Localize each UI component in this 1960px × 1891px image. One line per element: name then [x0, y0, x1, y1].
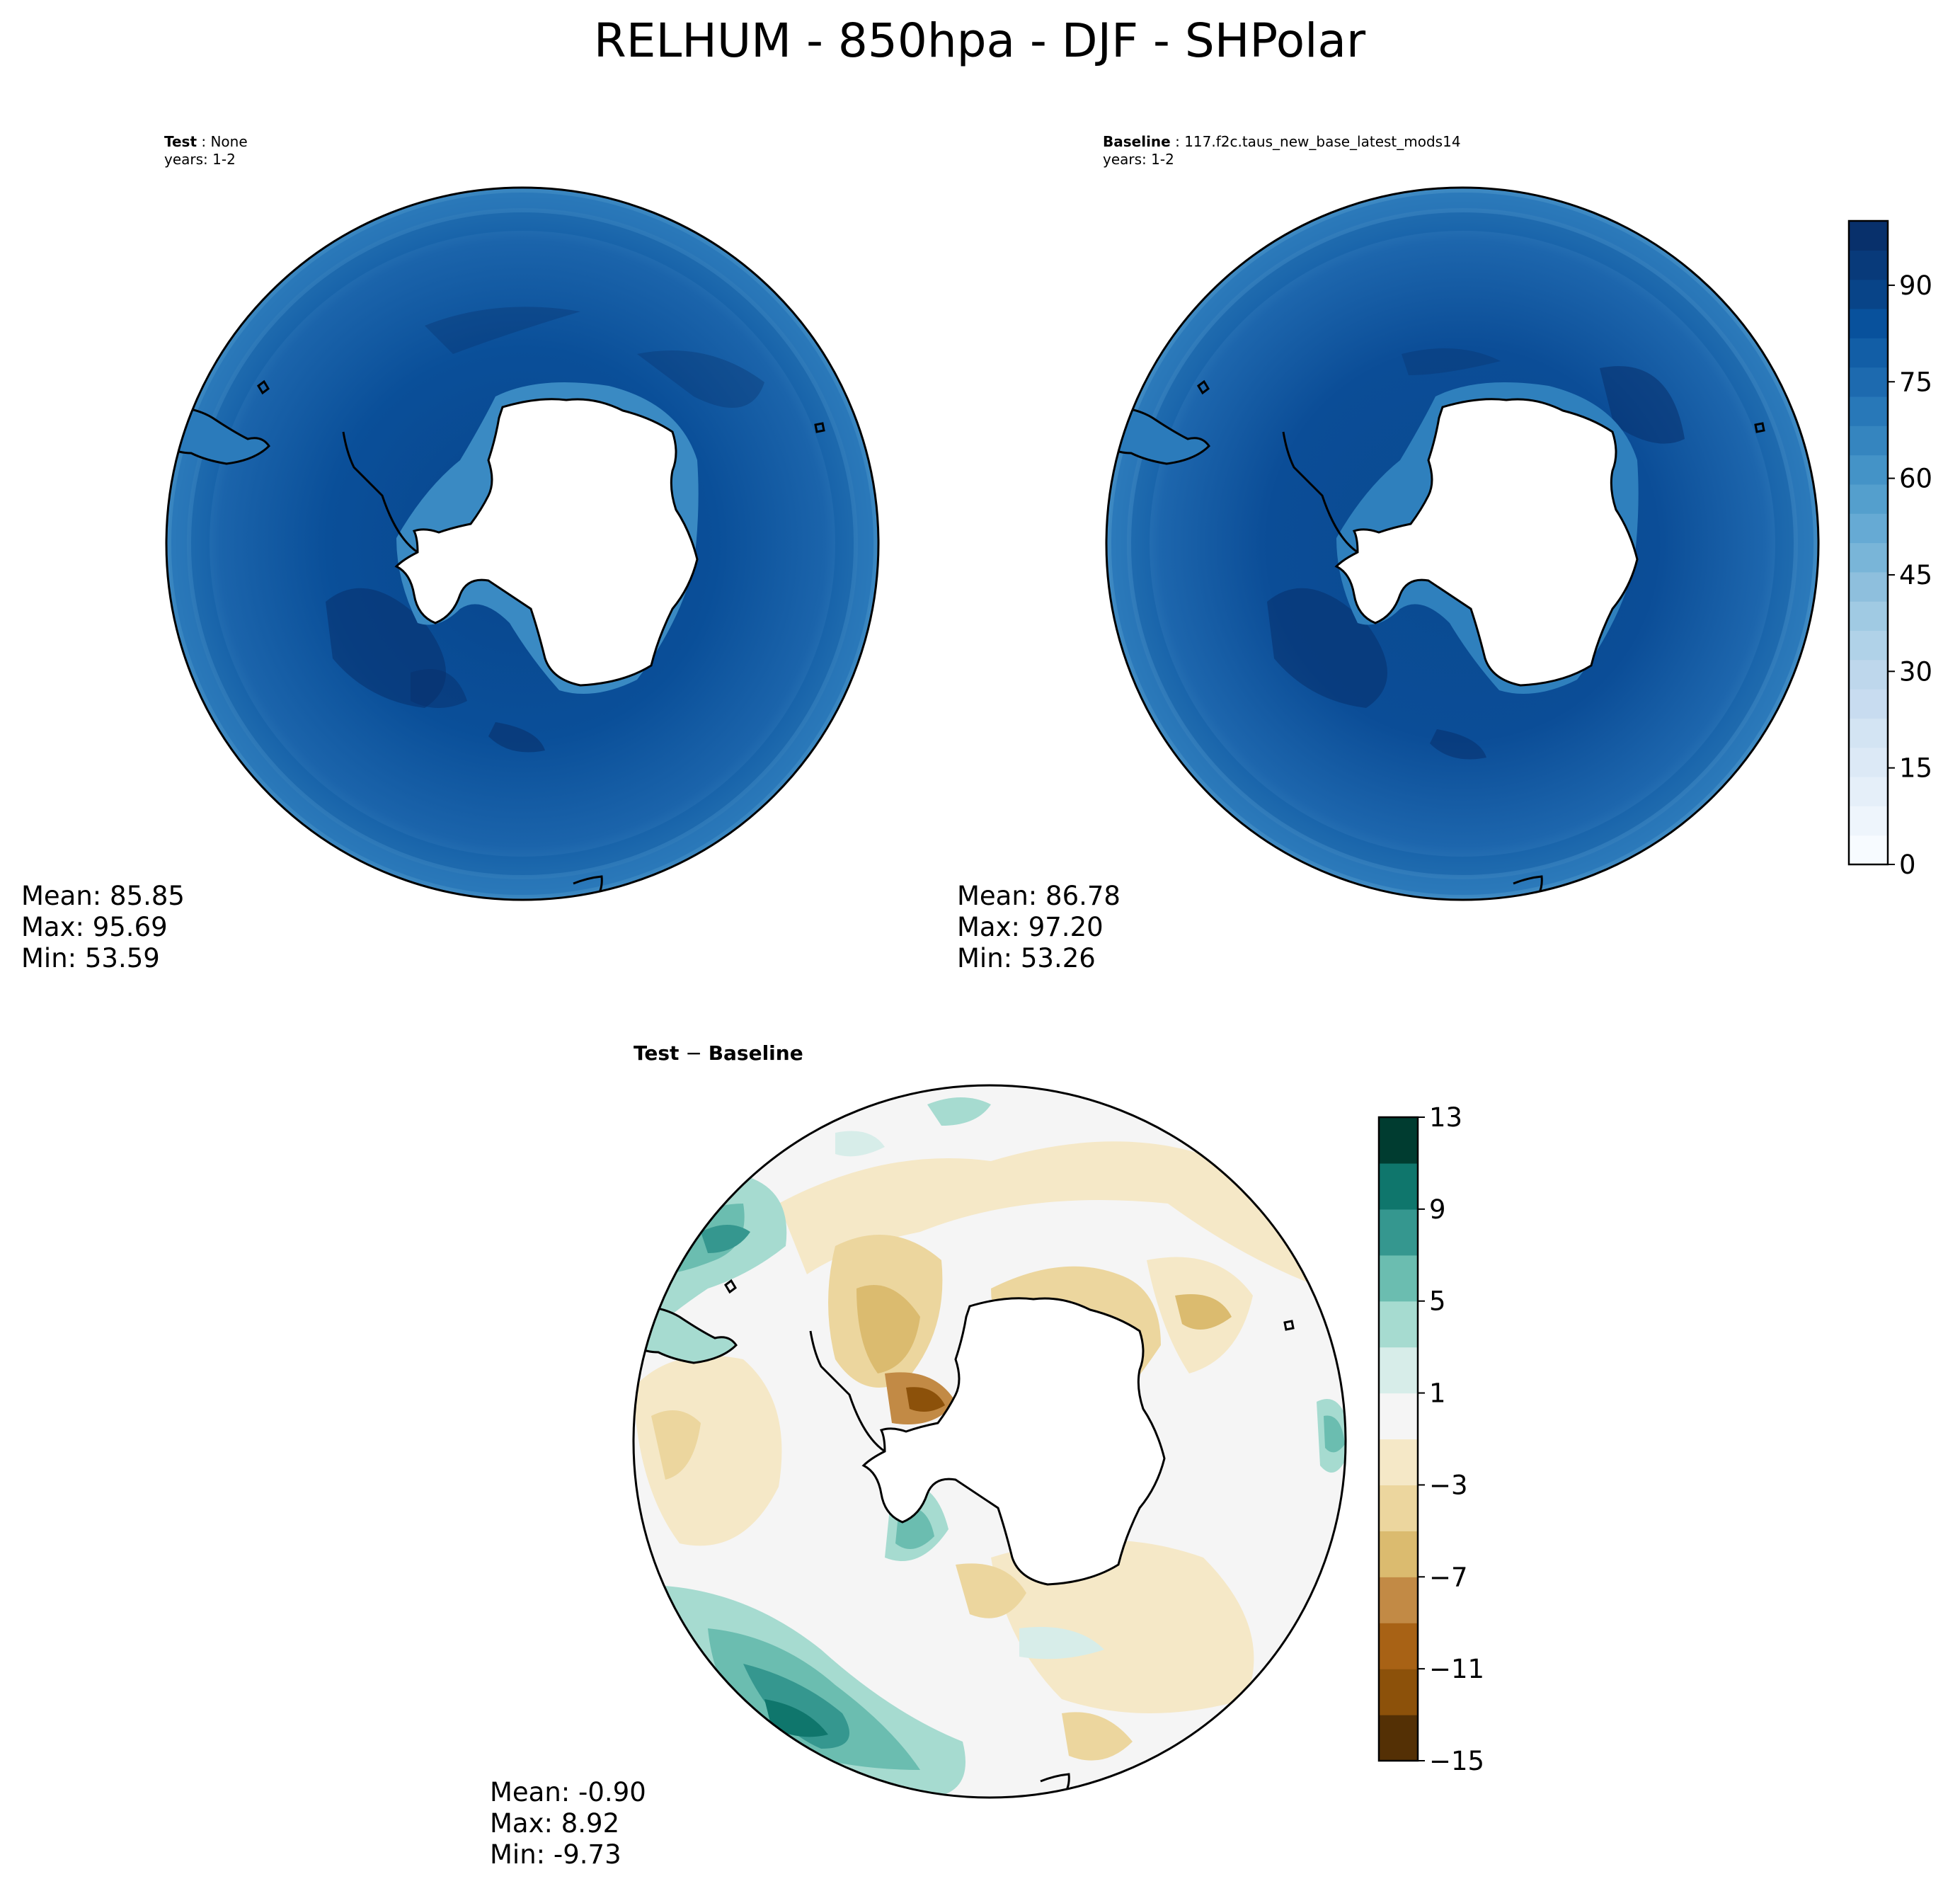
- test-stat-min: Min: 53.59: [21, 943, 160, 973]
- difference-colorbar-segment: [1379, 1531, 1418, 1577]
- main-colorbar-segment: [1849, 835, 1888, 865]
- difference-colorbar-segment: [1379, 1439, 1418, 1486]
- difference-colorbar-segment: [1379, 1669, 1418, 1715]
- figure-title: RELHUM - 850hpa - DJF - SHPolar: [594, 13, 1366, 68]
- difference-colorbar-tick-label: −7: [1429, 1562, 1468, 1592]
- main-colorbar-segment: [1849, 806, 1888, 836]
- main-colorbar-frame: [1847, 219, 1889, 866]
- main-colorbar-segment: [1849, 747, 1888, 777]
- difference-colorbar-tick-label: 13: [1429, 1102, 1462, 1133]
- difference-colorbar-tick-label: −15: [1429, 1746, 1484, 1776]
- difference-colorbar: 13 9 5 1 −3 −7 −11 −15: [1377, 1102, 1484, 1776]
- test-panel: Test : None years: 1-2: [21, 133, 880, 973]
- main-colorbar-segment: [1849, 338, 1888, 368]
- baseline-map-border: [1105, 186, 1820, 901]
- baseline-stat-min: Min: 53.26: [957, 943, 1096, 973]
- baseline-panel-years: years: 1-2: [1103, 151, 1174, 168]
- difference-colorbar-tick-label: −3: [1429, 1470, 1468, 1500]
- difference-antarctica-land: [861, 1297, 1166, 1586]
- main-colorbar-segment: [1849, 396, 1888, 426]
- difference-map-border: [632, 1084, 1347, 1799]
- test-map: [166, 188, 878, 900]
- difference-colorbar-tick-label: −11: [1429, 1654, 1484, 1684]
- main-colorbar-segment: [1849, 689, 1888, 719]
- main-colorbar-tick-label: 45: [1899, 560, 1932, 590]
- main-colorbar-tick-label: 15: [1899, 753, 1932, 784]
- main-colorbar-tick-label: 75: [1899, 367, 1932, 397]
- main-colorbar-tick-label: 90: [1899, 270, 1932, 301]
- main-colorbar-tick-label: 0: [1899, 850, 1916, 880]
- test-stat-max: Max: 95.69: [21, 912, 168, 942]
- main-colorbar-segment: [1849, 250, 1888, 280]
- main-colorbar-segment: [1849, 571, 1888, 602]
- main-colorbar-segment: [1849, 659, 1888, 690]
- main-colorbar-segment: [1849, 308, 1888, 338]
- difference-colorbar-tick-label: 5: [1429, 1286, 1446, 1317]
- main-colorbar-segment: [1849, 718, 1888, 748]
- difference-stat-min: Min: -9.73: [490, 1839, 621, 1870]
- main-colorbar-segment: [1849, 601, 1888, 632]
- difference-colorbar-segment: [1379, 1162, 1418, 1210]
- difference-colorbar-segment: [1379, 1623, 1418, 1669]
- difference-stat-max: Max: 8.92: [490, 1808, 619, 1839]
- main-colorbar-segment: [1849, 367, 1888, 397]
- main-colorbar-segment: [1849, 513, 1888, 544]
- test-panel-label: Test : None: [164, 133, 248, 150]
- difference-colorbar-segment: [1379, 1347, 1418, 1394]
- baseline-stat-max: Max: 97.20: [957, 912, 1104, 942]
- difference-colorbar-tick-label: 9: [1429, 1194, 1446, 1225]
- baseline-panel-label: Baseline : 117.f2c.taus_new_base_latest_…: [1103, 133, 1461, 150]
- difference-colorbar-segment: [1379, 1485, 1418, 1531]
- baseline-panel: Baseline : 117.f2c.taus_new_base_latest_…: [957, 133, 1820, 973]
- difference-colorbar-segment: [1379, 1393, 1418, 1440]
- difference-colorbar-frame: [1377, 1116, 1419, 1762]
- difference-colorbar-segment: [1379, 1301, 1418, 1348]
- main-colorbar-segment: [1849, 630, 1888, 661]
- test-panel-years: years: 1-2: [164, 151, 236, 168]
- main-colorbar-segment: [1849, 279, 1888, 309]
- difference-map: [634, 1085, 1346, 1798]
- test-map-border: [165, 186, 880, 901]
- main-colorbar-segment: [1849, 777, 1888, 806]
- difference-colorbar-tick-label: 1: [1429, 1378, 1446, 1409]
- test-stat-mean: Mean: 85.85: [21, 881, 185, 911]
- main-colorbar-segment: [1849, 455, 1888, 485]
- main-colorbar-segment: [1849, 425, 1888, 456]
- difference-colorbar-segment: [1379, 1117, 1418, 1164]
- baseline-antarctica-land: [1334, 398, 1639, 687]
- main-colorbar-tick-label: 30: [1899, 656, 1932, 687]
- main-colorbar-segment: [1849, 542, 1888, 573]
- difference-panel-label: Test − Baseline: [634, 1041, 803, 1065]
- difference-colorbar-segment: [1379, 1255, 1418, 1302]
- difference-stat-mean: Mean: -0.90: [490, 1777, 646, 1807]
- difference-colorbar-segment: [1379, 1577, 1418, 1623]
- main-colorbar-tick-label: 60: [1899, 464, 1932, 494]
- difference-colorbar-segment: [1379, 1715, 1418, 1761]
- test-antarctica-land: [394, 398, 699, 687]
- baseline-stat-mean: Mean: 86.78: [957, 881, 1121, 911]
- difference-panel: Test − Baseline: [490, 1041, 1347, 1870]
- difference-colorbar-segment: [1379, 1209, 1418, 1256]
- main-colorbar: 0 15 30 45 60 75 90: [1847, 219, 1932, 880]
- main-colorbar-segment: [1849, 221, 1888, 251]
- main-colorbar-segment: [1849, 484, 1888, 514]
